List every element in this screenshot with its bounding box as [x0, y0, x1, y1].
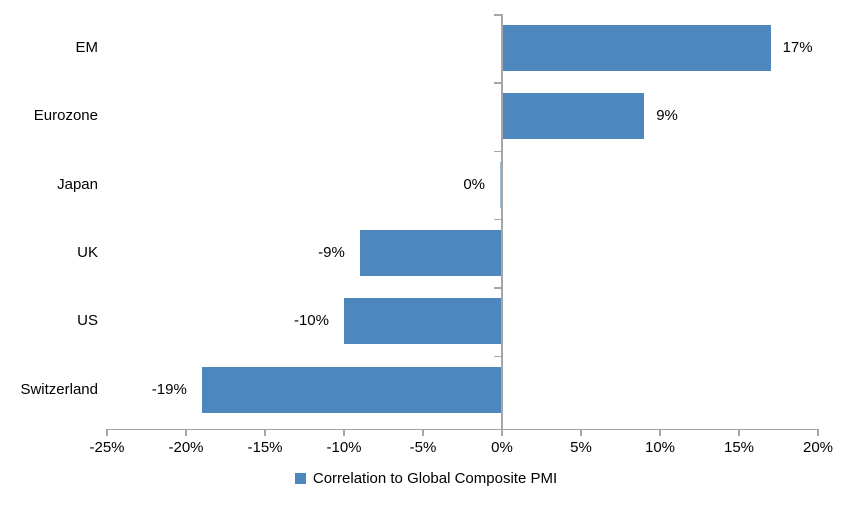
- bar-uk: [359, 230, 502, 277]
- x-axis-tick: [264, 428, 266, 436]
- bar-us: [344, 298, 502, 345]
- category-boundary-tick: [494, 287, 502, 289]
- x-tick-label-0: -25%: [89, 439, 125, 456]
- bar-eurozone: [502, 93, 645, 140]
- x-tick-label-3: -10%: [326, 439, 362, 456]
- x-tick-label-2: -15%: [247, 439, 283, 456]
- x-axis-tick: [817, 428, 819, 436]
- x-tick-label-4: -5%: [409, 439, 437, 456]
- x-axis-tick: [501, 428, 503, 436]
- legend-label: Correlation to Global Composite PMI: [312, 470, 558, 487]
- x-axis-tick: [106, 428, 108, 436]
- category-boundary-tick: [494, 355, 502, 357]
- category-label-us: US: [77, 312, 98, 330]
- x-tick-label-8: 15%: [723, 439, 755, 456]
- data-label-eurozone: 9%: [656, 107, 678, 125]
- x-tick-label-5: 0%: [491, 439, 513, 456]
- x-axis-line: [106, 428, 819, 430]
- data-label-switzerland: -19%: [151, 380, 187, 398]
- category-label-uk: UK: [77, 244, 98, 262]
- x-tick-label-1: -20%: [168, 439, 204, 456]
- category-boundary-tick: [494, 218, 502, 221]
- x-axis-tick: [185, 428, 187, 436]
- category-label-japan: Japan: [57, 175, 98, 193]
- x-axis-tick: [738, 428, 740, 436]
- x-axis-tick: [659, 428, 661, 436]
- zero-axis-line: [501, 14, 503, 436]
- chart-legend: Correlation to Global Composite PMI: [0, 470, 852, 487]
- data-label-uk: -9%: [318, 244, 345, 262]
- bar-em: [502, 25, 771, 72]
- x-tick-label-6: 5%: [570, 439, 592, 456]
- category-label-eurozone: Eurozone: [33, 107, 98, 125]
- category-boundary-tick: [494, 82, 502, 84]
- data-label-us: -10%: [293, 312, 329, 330]
- bar-japan: [500, 161, 502, 208]
- legend-color-swatch: [294, 473, 306, 484]
- x-tick-label-7: 10%: [644, 439, 676, 456]
- category-boundary-tick: [494, 150, 502, 153]
- data-label-japan: 0%: [463, 175, 485, 193]
- bar-switzerland: [201, 366, 502, 413]
- category-label-em: EM: [75, 39, 99, 57]
- x-axis-tick: [422, 428, 424, 436]
- category-label-switzerland: Switzerland: [20, 380, 98, 398]
- data-label-em: 17%: [782, 39, 813, 57]
- x-axis-tick: [343, 428, 345, 436]
- x-axis-tick: [580, 428, 582, 436]
- category-boundary-tick: [494, 14, 502, 16]
- x-tick-label-9: 20%: [802, 439, 834, 456]
